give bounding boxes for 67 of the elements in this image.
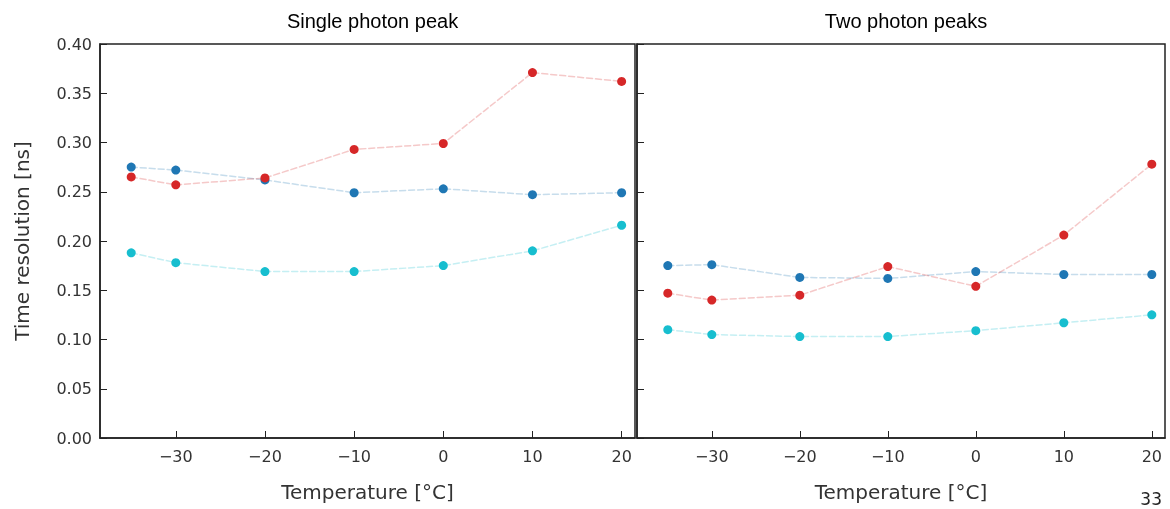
x-tick-label: 10: [1053, 446, 1074, 466]
y-tick-label: 0.05: [56, 379, 92, 399]
point: [527, 190, 537, 200]
point: [1059, 269, 1069, 279]
point: [971, 281, 981, 291]
x-axis-title: Temperature [°C]: [813, 480, 988, 504]
point: [438, 184, 448, 194]
point: [617, 220, 627, 230]
point: [1147, 159, 1157, 169]
y-tick-label: 0.40: [56, 34, 92, 54]
point: [707, 260, 717, 270]
point: [126, 248, 136, 258]
point: [438, 261, 448, 271]
x-tick-label: −30: [694, 446, 729, 466]
point: [617, 76, 627, 86]
y-tick-label: 0.35: [56, 83, 92, 103]
point: [1147, 310, 1157, 320]
x-tick-label: 10: [522, 446, 543, 466]
point: [707, 330, 717, 340]
point: [617, 188, 627, 198]
point: [349, 188, 359, 198]
point: [171, 180, 181, 190]
chart-title: Two photon peaks: [824, 10, 988, 32]
point: [438, 138, 448, 148]
point: [663, 325, 673, 335]
x-tick-label: −20: [782, 446, 817, 466]
point: [126, 172, 136, 182]
y-tick-label: 0.30: [56, 133, 92, 152]
point: [527, 68, 537, 78]
x-tick-label: 20: [611, 446, 632, 466]
point: [171, 165, 181, 175]
point: [349, 267, 359, 277]
point: [795, 272, 805, 282]
x-tick-label: −10: [337, 446, 372, 466]
point: [126, 162, 136, 172]
point: [349, 144, 359, 154]
x-tick-label: −20: [248, 446, 282, 466]
point: [707, 295, 717, 305]
text: 33: [1140, 488, 1163, 509]
point: [971, 267, 981, 277]
point: [795, 332, 805, 342]
chart-title: Single photon peak: [286, 10, 460, 32]
x-axis-title: Temperature [°C]: [280, 480, 454, 504]
point: [260, 267, 270, 277]
y-tick-label: 0.20: [56, 231, 92, 251]
point: [883, 262, 893, 272]
y-tick-label: 0.25: [56, 182, 92, 202]
point: [663, 261, 673, 271]
y-axis-title: Time resolution [ns]: [10, 141, 34, 342]
point: [795, 290, 805, 300]
x-tick-label: −30: [158, 446, 193, 466]
x-tick-label: 0: [438, 446, 449, 466]
y-tick-label: 0.00: [56, 428, 92, 448]
point: [1059, 318, 1069, 328]
point: [1147, 269, 1157, 279]
x-tick-label: 20: [1141, 446, 1162, 466]
x-tick-label: −10: [870, 446, 905, 466]
point: [527, 246, 537, 256]
point: [171, 258, 181, 268]
point: [883, 332, 893, 342]
y-tick-label: 0.15: [56, 280, 92, 300]
point: [883, 273, 893, 283]
x-tick-label: 0: [970, 446, 981, 466]
point: [1059, 230, 1069, 240]
point: [971, 326, 981, 336]
point: [663, 288, 673, 298]
y-tick-label: 0.10: [56, 330, 92, 349]
